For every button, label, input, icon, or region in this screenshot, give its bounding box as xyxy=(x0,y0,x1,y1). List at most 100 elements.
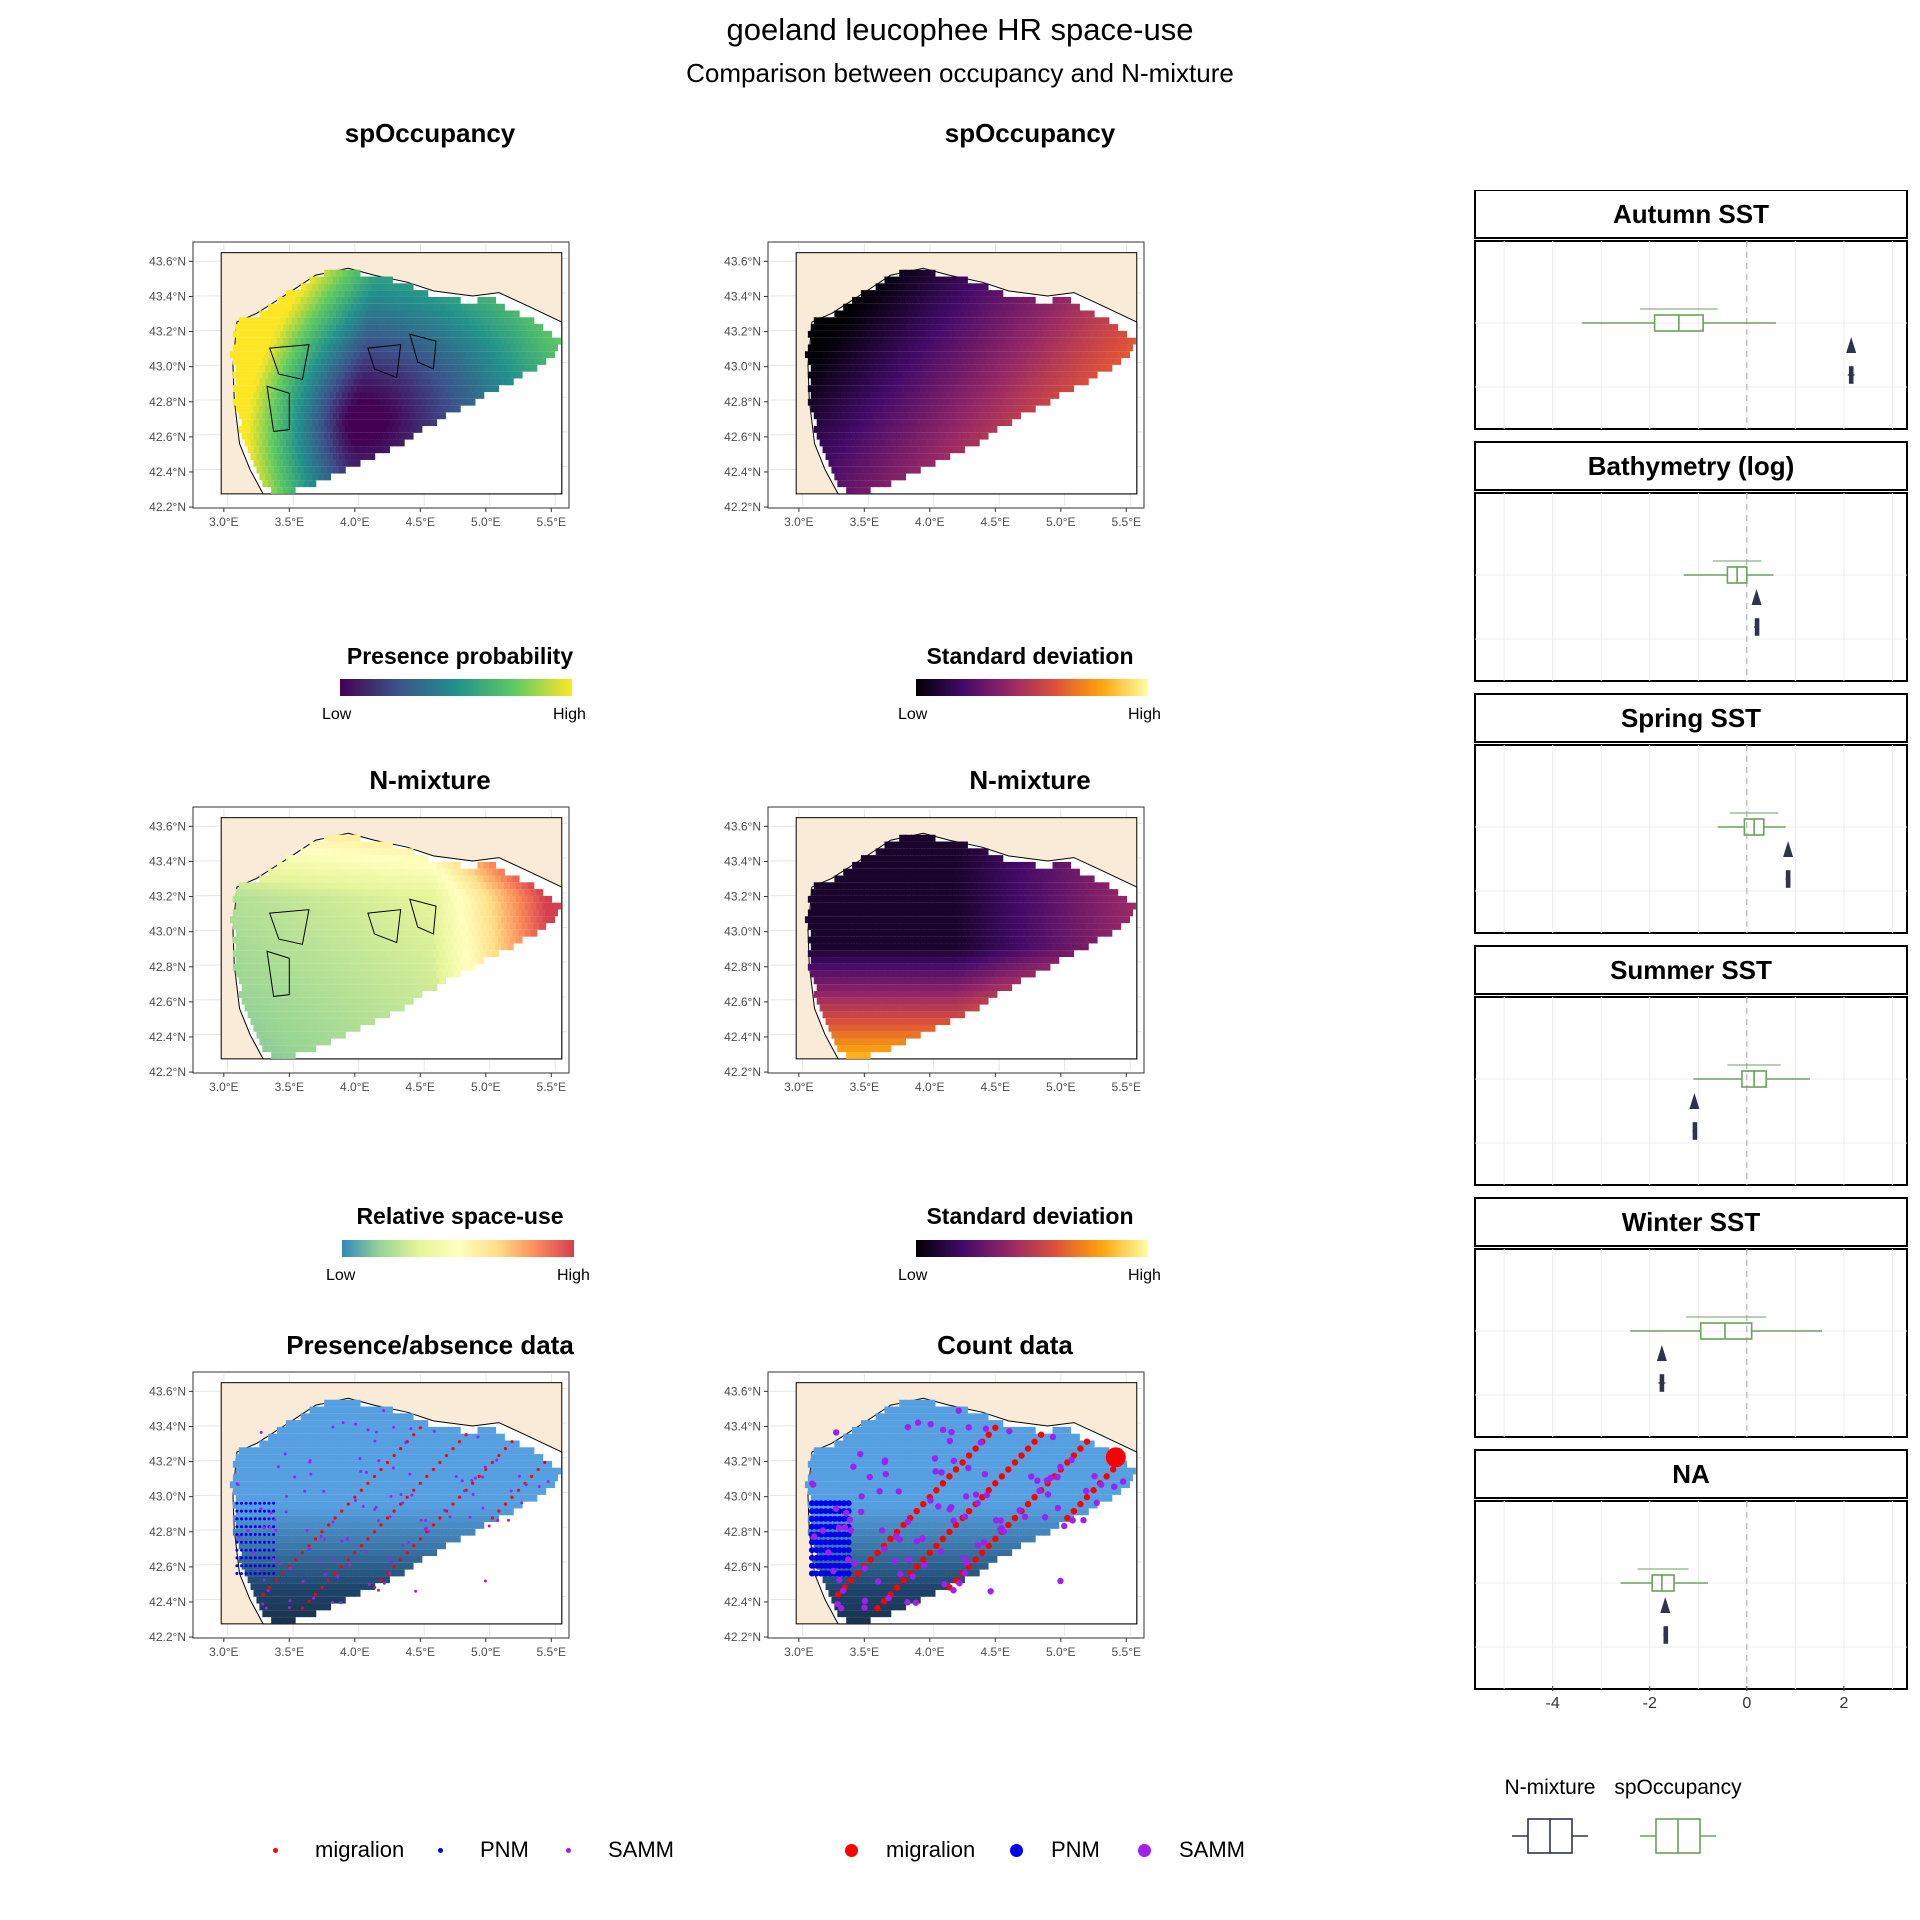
grid-cell xyxy=(512,337,520,345)
grid-cell xyxy=(397,344,405,352)
grid-cell xyxy=(1031,398,1039,406)
grid-cell xyxy=(459,310,467,318)
grid-cell xyxy=(1023,943,1030,951)
grid-cell xyxy=(480,936,488,944)
grid-cell xyxy=(421,895,429,903)
grid-cell xyxy=(1070,889,1077,896)
grid-cell xyxy=(846,324,853,331)
grid-cell xyxy=(427,344,435,352)
grid-cell xyxy=(928,446,936,454)
grid-cell xyxy=(919,371,927,379)
grid-cell xyxy=(306,1038,314,1046)
grid-cell xyxy=(872,398,880,406)
grid-cell xyxy=(241,916,249,924)
grid-cell xyxy=(1070,324,1077,331)
grid-cell xyxy=(244,1569,252,1577)
grid-cell xyxy=(987,861,995,869)
grid-cell xyxy=(1058,296,1066,304)
grid-cell xyxy=(338,385,346,393)
grid-cell xyxy=(280,868,287,876)
lat-tick-label: 43.4°N xyxy=(724,854,761,868)
grid-cell xyxy=(291,385,299,393)
grid-cell xyxy=(338,963,346,971)
grid-cell xyxy=(545,344,553,352)
grid-cell xyxy=(309,344,317,352)
grid-cell xyxy=(990,909,998,917)
grid-cell xyxy=(999,875,1007,883)
grid-cell xyxy=(271,378,278,386)
grid-cell xyxy=(905,405,912,413)
grid-cell xyxy=(908,466,915,474)
grid-cell xyxy=(972,290,980,297)
grid-cell xyxy=(884,977,892,985)
grid-cell xyxy=(336,957,343,964)
grid-cell xyxy=(999,378,1007,386)
grid-cell xyxy=(952,902,960,910)
grid-cell xyxy=(274,303,281,311)
grid-cell xyxy=(840,432,848,440)
grid-cell xyxy=(386,317,393,325)
grid-cell xyxy=(338,439,346,447)
grid-cell xyxy=(350,398,358,406)
grid-cell xyxy=(282,405,290,413)
grid-cell xyxy=(1087,916,1095,924)
grid-cell xyxy=(887,351,895,359)
grid-cell xyxy=(439,344,446,352)
grid-cell xyxy=(527,882,535,890)
grid-cell xyxy=(474,303,482,311)
grid-cell xyxy=(922,351,930,359)
grid-cell xyxy=(238,990,246,998)
grid-cell xyxy=(1102,882,1110,890)
grid-cell xyxy=(400,324,408,331)
grid-cell xyxy=(810,889,818,896)
grid-cell xyxy=(336,296,343,304)
grid-cell xyxy=(893,943,901,951)
grid-cell xyxy=(852,351,859,359)
grid-cell xyxy=(297,358,305,365)
grid-cell xyxy=(380,868,388,876)
grid-cell xyxy=(1108,895,1116,903)
grid-cell xyxy=(362,303,370,311)
grid-cell xyxy=(908,303,915,311)
grid-cell xyxy=(1049,950,1057,958)
grid-cell xyxy=(937,1004,945,1012)
grid-cell xyxy=(863,419,871,427)
grid-cell xyxy=(486,950,494,958)
grid-cell xyxy=(857,889,865,896)
grid-cell xyxy=(863,432,871,440)
grid-cell xyxy=(527,358,535,365)
grid-cell xyxy=(436,351,444,359)
grid-cell xyxy=(969,310,977,318)
grid-cell xyxy=(825,453,833,460)
grid-cell xyxy=(259,902,267,910)
grid-cell xyxy=(288,984,296,992)
grid-cell xyxy=(480,923,488,930)
grid-cell xyxy=(863,1052,871,1059)
grid-cell xyxy=(1023,337,1030,345)
grid-cell xyxy=(1052,324,1060,331)
grid-cell xyxy=(905,446,912,454)
grid-cell xyxy=(810,957,818,964)
grid-cell xyxy=(931,439,939,447)
grid-cell xyxy=(999,929,1007,937)
grid-cell xyxy=(509,344,517,352)
grid-cell xyxy=(981,432,989,440)
grid-cell xyxy=(1090,923,1098,930)
grid-cell xyxy=(869,364,877,372)
grid-cell xyxy=(433,977,441,985)
grid-cell xyxy=(515,936,523,944)
grid-cell xyxy=(347,929,355,937)
grid-cell xyxy=(928,269,936,277)
grid-cell xyxy=(350,453,358,460)
lon-tick-label: 5.5°E xyxy=(1112,1080,1141,1094)
grid-cell xyxy=(1079,923,1086,930)
grid-cell xyxy=(232,963,240,971)
grid-cell xyxy=(315,1542,323,1550)
grid-cell xyxy=(887,378,895,386)
grid-cell xyxy=(840,875,848,883)
grid-cell xyxy=(336,310,343,318)
grid-cell xyxy=(318,984,326,992)
grid-cell xyxy=(459,392,467,399)
grid-cell xyxy=(448,902,455,910)
grid-cell xyxy=(1096,317,1104,325)
